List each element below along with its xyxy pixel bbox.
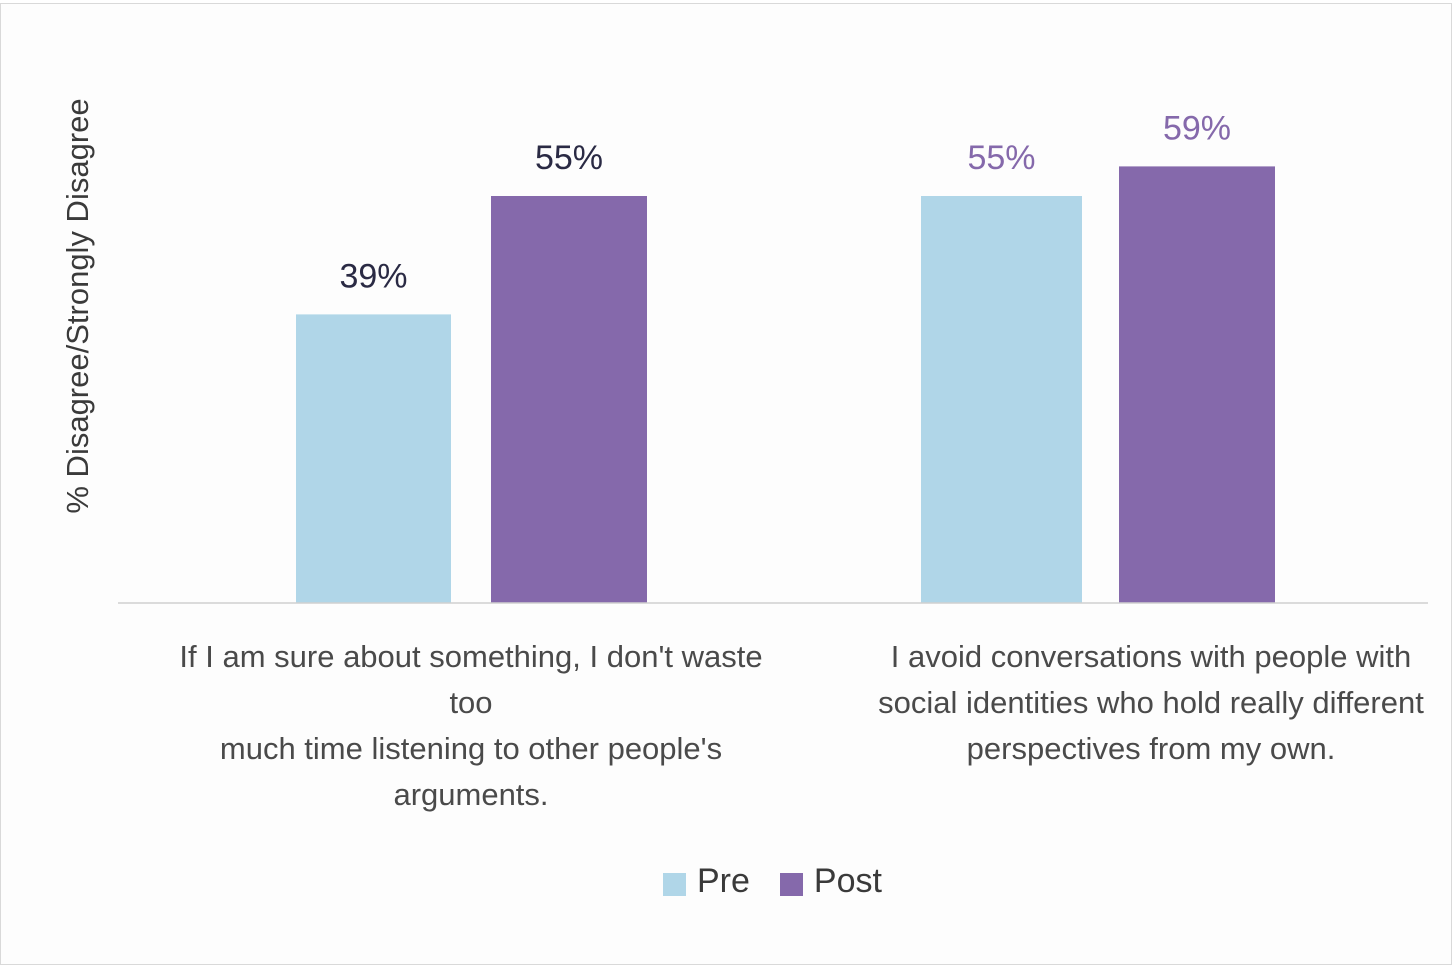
- legend-item-pre: Pre: [663, 862, 750, 901]
- category-label-2-line-3: perspectives from my own.: [966, 731, 1336, 766]
- y-axis-label: % Disagree/Strongly Disagree: [60, 98, 95, 513]
- category-label-1-line-4: arguments.: [393, 777, 549, 812]
- legend-label-pre: Pre: [697, 862, 750, 900]
- legend: Pre Post: [663, 862, 912, 901]
- legend-swatch-pre: [663, 873, 686, 896]
- chart-frame: % Disagree/Strongly Disagree 39% 55% 55% 59…: [0, 3, 1452, 965]
- bar-group: [296, 166, 1275, 603]
- legend-swatch-post: [779, 873, 803, 896]
- value-label-pre-1: 39%: [339, 257, 407, 295]
- category-label-1-line-2: too: [449, 685, 493, 720]
- legend-item-post: Post: [779, 862, 882, 901]
- value-label-post-1: 55%: [535, 139, 603, 177]
- bar-pre-1: [296, 314, 451, 603]
- category-label-1-line-1: If I am sure about something, I don't wa…: [179, 639, 763, 674]
- category-label-1: If I am sure about something, I don't wa…: [151, 634, 791, 818]
- bar-pre-2: [921, 196, 1082, 603]
- value-label-pre-2: 55%: [967, 139, 1035, 177]
- category-label-2-line-1: I avoid conversations with people with: [890, 639, 1412, 674]
- bar-post-1: [491, 196, 647, 603]
- category-label-1-line-3: much time listening to other people's: [219, 731, 723, 766]
- chart-canvas: % Disagree/Strongly Disagree 39% 55% 55% 59…: [60, 98, 1428, 604]
- category-label-2-line-2: social identities who hold really differ…: [878, 685, 1424, 720]
- value-label-group: 39% 55% 55% 59%: [339, 109, 1231, 295]
- bar-post-2: [1119, 166, 1275, 603]
- category-label-2: I avoid conversations with people with so…: [836, 634, 1456, 772]
- legend-label-post: Post: [813, 862, 882, 900]
- value-label-post-2: 59%: [1163, 109, 1231, 147]
